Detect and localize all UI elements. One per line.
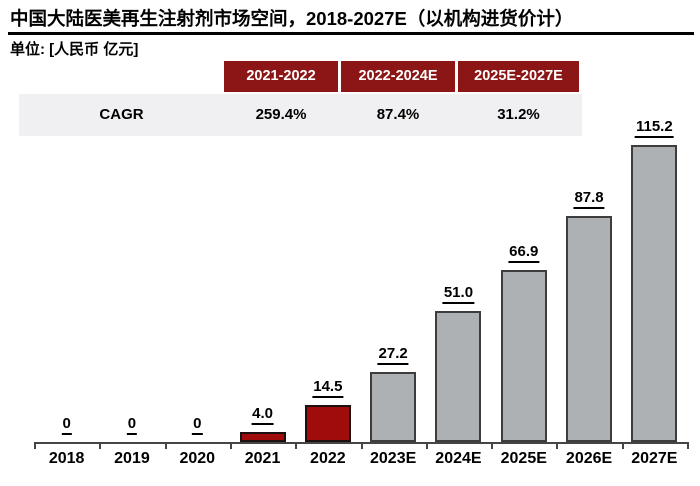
bar-value-label-2020: 0 <box>192 415 203 435</box>
bar-value-text: 0 <box>61 415 72 435</box>
x-axis-tick <box>99 442 102 449</box>
x-axis-label-2026E: 2026E <box>565 450 613 467</box>
page-title: 中国大陆医美再生注射剂市场空间，2018-2027E（以机构进货价计） <box>10 8 574 29</box>
x-axis-label-2024E: 2024E <box>435 450 482 467</box>
x-axis-tick <box>556 442 559 449</box>
bar-2022 <box>304 405 351 442</box>
bar-2021 <box>239 432 286 442</box>
x-axis-tick <box>425 442 428 449</box>
x-axis-tick <box>360 442 363 449</box>
bar-value-label-2027E: 115.2 <box>634 118 674 138</box>
bar-value-text: 66.9 <box>508 243 540 263</box>
x-axis-tick <box>295 442 298 449</box>
bar-2023E <box>370 372 417 442</box>
bar-value-label-2021: 4.0 <box>251 405 274 425</box>
cagr-value-2022-2024e: 87.4% <box>376 106 420 123</box>
bar-value-text: 0 <box>192 415 203 435</box>
x-axis-label-2027E: 2027E <box>631 450 678 467</box>
x-axis-label-2023E: 2023E <box>370 450 417 467</box>
bar-value-text: 51.0 <box>442 284 475 304</box>
bar-value-label-2023E: 27.2 <box>377 345 409 365</box>
bar-2025E <box>500 270 547 442</box>
bar-2024E <box>435 311 482 442</box>
x-axis-tick <box>34 442 36 449</box>
x-axis-tick <box>621 442 624 449</box>
x-axis-label-2021: 2021 <box>244 450 281 467</box>
bar-value-text: 4.0 <box>251 405 274 425</box>
cagr-value-2021-2022: 259.4% <box>255 106 307 123</box>
x-axis-label-2020: 2020 <box>179 450 216 467</box>
bar-value-text: 115.2 <box>634 118 674 138</box>
cagr-period-header-2025e-2027e: 2025E-2027E <box>458 61 579 92</box>
cagr-row-label: CAGR <box>99 106 144 123</box>
x-axis-label-2022: 2022 <box>310 450 346 467</box>
cagr-period-header-2021-2022: 2021-2022 <box>224 61 338 92</box>
cagr-value-2025e-2027e: 31.2% <box>497 106 540 123</box>
x-axis-label-2019: 2019 <box>114 450 150 467</box>
bar-value-text: 27.2 <box>377 345 409 365</box>
x-axis-label-2018: 2018 <box>48 450 85 467</box>
cagr-row-background <box>19 94 582 136</box>
bar-value-text: 87.8 <box>573 189 605 209</box>
x-axis-tick <box>164 442 167 449</box>
bar-value-text: 0 <box>126 415 138 435</box>
title-underline <box>8 32 694 35</box>
bar-2027E <box>631 145 678 442</box>
x-axis-tick <box>687 442 689 449</box>
bar-value-label-2024E: 51.0 <box>442 284 475 304</box>
bar-value-label-2025E: 66.9 <box>508 243 540 263</box>
bar-value-label-2022: 14.5 <box>312 378 344 398</box>
cagr-period-header-2022-2024e: 2022-2024E <box>341 61 455 92</box>
bar-value-text: 14.5 <box>312 378 344 398</box>
x-axis-label-2025E: 2025E <box>500 450 547 467</box>
bar-value-label-2026E: 87.8 <box>573 189 605 209</box>
bar-2026E <box>566 216 613 442</box>
bar-value-label-2018: 0 <box>61 415 72 435</box>
bar-value-label-2019: 0 <box>126 415 138 435</box>
unit-label: 单位: [人民币 亿元] <box>10 41 139 58</box>
x-axis-tick <box>229 442 232 449</box>
x-axis-tick <box>491 442 494 449</box>
